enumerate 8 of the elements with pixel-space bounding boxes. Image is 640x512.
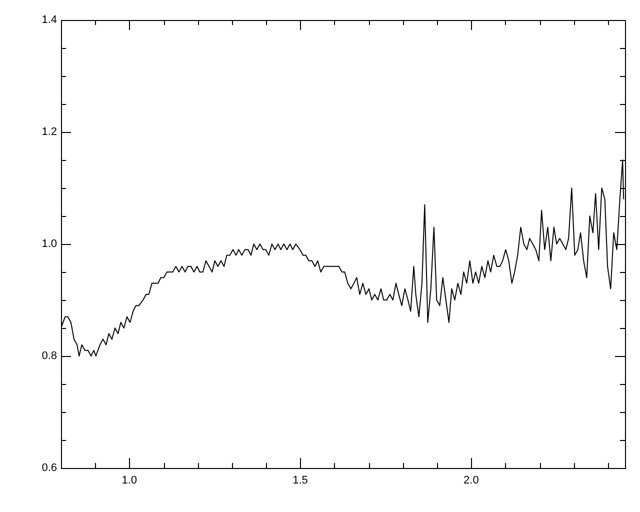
y-tick-label: 0.6: [42, 462, 57, 474]
y-tick-label: 1.0: [42, 238, 57, 250]
x-tick-label: 1.0: [122, 474, 138, 487]
y-tick-label: 0.8: [42, 350, 57, 362]
y-tick-label: 1.2: [42, 126, 57, 138]
x-tick-label: 2.0: [464, 474, 479, 487]
y-tick-label: 1.4: [42, 14, 57, 26]
x-tick-label: 1.5: [292, 474, 308, 487]
